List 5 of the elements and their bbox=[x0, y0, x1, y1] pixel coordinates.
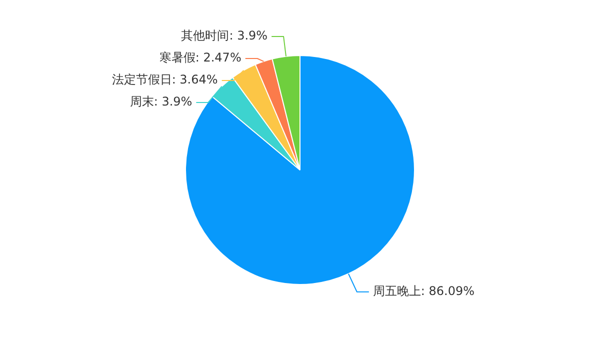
slice-label: 周五晚上: 86.09% bbox=[372, 284, 475, 298]
slice-label: 法定节假日: 3.64% bbox=[112, 72, 218, 87]
slice-label: 其他时间: 3.9% bbox=[181, 28, 268, 43]
slice-label: 周末: 3.9% bbox=[130, 94, 192, 109]
slice-label: 寒暑假: 2.47% bbox=[159, 50, 242, 65]
